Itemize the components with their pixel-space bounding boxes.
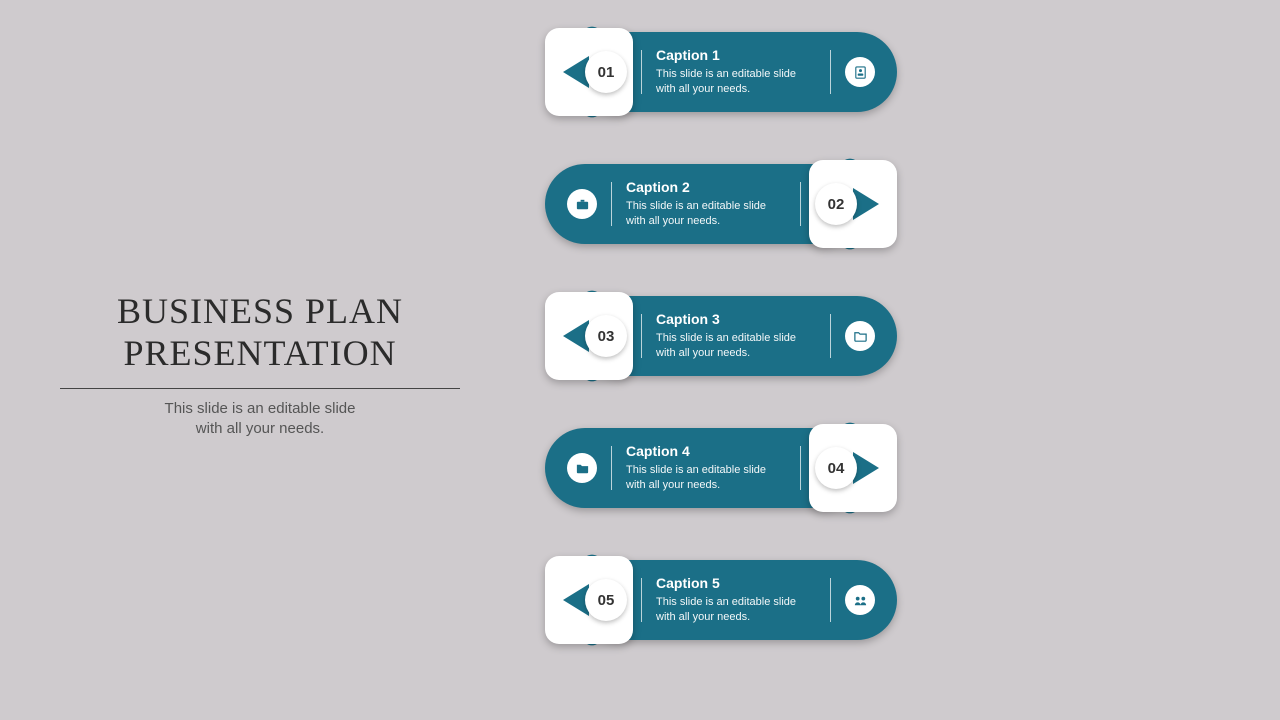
list-item: Caption 3 This slide is an editable slid… — [545, 296, 897, 376]
divider — [611, 182, 612, 226]
item-number: 01 — [585, 51, 627, 93]
divider — [800, 446, 801, 490]
item-text: Caption 3 This slide is an editable slid… — [656, 311, 816, 361]
title-block: BUSINESS PLAN PRESENTATION This slide is… — [60, 290, 460, 440]
title-line-1: BUSINESS PLAN — [60, 290, 460, 332]
briefcase-icon — [567, 189, 597, 219]
item-text: Caption 5 This slide is an editable slid… — [656, 575, 816, 625]
item-caption: Caption 1 — [656, 47, 816, 63]
item-number: 04 — [815, 447, 857, 489]
subtitle-line-2: with all your needs. — [196, 420, 324, 437]
item-desc: This slide is an editable slide with all… — [626, 463, 786, 493]
item-desc: This slide is an editable slide with all… — [626, 199, 786, 229]
item-number: 03 — [585, 315, 627, 357]
divider — [641, 314, 642, 358]
item-desc: This slide is an editable slide with all… — [656, 595, 816, 625]
item-caption: Caption 2 — [626, 179, 786, 195]
item-number: 05 — [585, 579, 627, 621]
divider — [830, 50, 831, 94]
divider — [830, 314, 831, 358]
subtitle-line-1: This slide is an editable slide — [165, 400, 356, 417]
title-line-2: PRESENTATION — [60, 332, 460, 374]
divider — [830, 578, 831, 622]
divider — [641, 578, 642, 622]
item-caption: Caption 3 — [656, 311, 816, 327]
id-badge-icon — [845, 57, 875, 87]
item-caption: Caption 5 — [656, 575, 816, 591]
item-desc: This slide is an editable slide with all… — [656, 67, 816, 97]
list-item: Caption 2 This slide is an editable slid… — [545, 164, 897, 244]
divider — [800, 182, 801, 226]
item-desc: This slide is an editable slide with all… — [656, 331, 816, 361]
list-item: Caption 5 This slide is an editable slid… — [545, 560, 897, 640]
folder-icon — [845, 321, 875, 351]
divider — [611, 446, 612, 490]
item-number: 02 — [815, 183, 857, 225]
folder-solid-icon — [567, 453, 597, 483]
item-text: Caption 4 This slide is an editable slid… — [626, 443, 786, 493]
list-item: Caption 1 This slide is an editable slid… — [545, 32, 897, 112]
list-item: Caption 4 This slide is an editable slid… — [545, 428, 897, 508]
item-caption: Caption 4 — [626, 443, 786, 459]
subtitle: This slide is an editable slide with all… — [60, 399, 460, 440]
title-divider — [60, 388, 460, 389]
item-text: Caption 2 This slide is an editable slid… — [626, 179, 786, 229]
users-icon — [845, 585, 875, 615]
divider — [641, 50, 642, 94]
item-text: Caption 1 This slide is an editable slid… — [656, 47, 816, 97]
items-column: Caption 1 This slide is an editable slid… — [545, 32, 925, 692]
